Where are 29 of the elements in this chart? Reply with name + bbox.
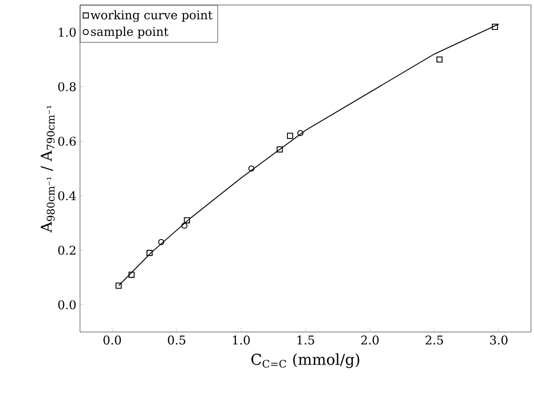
x-tick-label: 2.5 <box>426 336 443 345</box>
point <box>276 146 283 152</box>
x-axis-title: C$_{C=C}$ (mmol/g) <box>251 353 360 368</box>
legend-label: sample point <box>91 26 168 38</box>
point <box>181 222 188 229</box>
point <box>146 250 153 256</box>
y-axis-title: A$_{980cm⁻¹}$ / A$_{790cm⁻¹}$ <box>40 106 55 233</box>
y-tick-label: 0.6 <box>58 136 76 146</box>
point <box>116 282 122 289</box>
x-tick-label: 1.5 <box>297 336 314 345</box>
legend-label: working curve point <box>90 10 213 22</box>
x-tick-label: 0.0 <box>103 336 121 345</box>
point <box>184 217 190 224</box>
x-tick-label: 0.5 <box>168 336 186 345</box>
point <box>286 132 294 139</box>
x-tick-label: 3.0 <box>490 336 508 345</box>
point <box>297 130 304 136</box>
point <box>492 24 498 30</box>
y-tick-label: 0.0 <box>58 300 76 310</box>
y-tick-label: 1.0 <box>58 28 76 37</box>
y-tick-label: 0.2 <box>58 246 76 255</box>
point <box>158 239 164 246</box>
x-tick-label: 2.0 <box>361 336 379 345</box>
point <box>436 56 443 63</box>
x-tick-label: 1.0 <box>233 336 250 345</box>
y-tick-label: 0.4 <box>58 191 76 200</box>
point <box>248 165 254 172</box>
point <box>128 272 135 278</box>
y-tick-label: 0.8 <box>58 82 76 92</box>
